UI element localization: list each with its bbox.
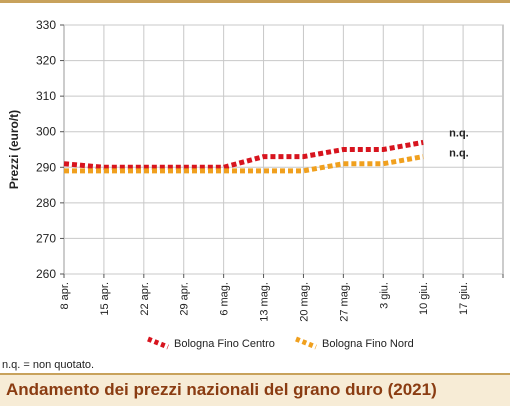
y-tick-label: 330 bbox=[36, 18, 56, 32]
legend-swatch bbox=[147, 336, 169, 350]
series-line bbox=[63, 139, 424, 170]
legend-swatch bbox=[295, 336, 317, 350]
chart-caption: Andamento dei prezzi nazionali del grano… bbox=[6, 380, 437, 399]
x-tick-label: 29 apr. bbox=[179, 282, 191, 316]
caption-bar: Andamento dei prezzi nazionali del grano… bbox=[0, 373, 510, 406]
legend-label: Bologna Fino Nord bbox=[322, 338, 414, 350]
series-end-label: n.q. bbox=[449, 148, 469, 160]
plot-frame bbox=[63, 24, 504, 275]
x-tick-label: 27 mag. bbox=[338, 282, 350, 322]
y-tick-label: 310 bbox=[36, 89, 56, 103]
y-tick-label: 270 bbox=[36, 231, 56, 245]
top-rule bbox=[0, 0, 510, 3]
x-tick-label: 10 giu. bbox=[418, 282, 430, 315]
y-tick-label: 260 bbox=[36, 267, 56, 281]
x-tick-label: 17 giu. bbox=[458, 282, 470, 315]
x-tick-label: 15 apr. bbox=[99, 282, 111, 316]
legend-label: Bologna Fino Centro bbox=[174, 338, 275, 350]
x-tick-label: 22 apr. bbox=[139, 282, 151, 316]
price-chart: 260 270 280 290 300 310 320 330 8 apr. 15 apr. 22 … bbox=[7, 18, 504, 350]
x-tick-label: 6 mag. bbox=[219, 282, 231, 316]
y-tick-label: 300 bbox=[36, 125, 56, 139]
y-tick-label: 280 bbox=[36, 196, 56, 210]
note-text: n.q. = non quotato. bbox=[2, 359, 95, 371]
series-line bbox=[64, 154, 424, 174]
x-tick-label: 20 mag. bbox=[298, 282, 310, 322]
series-end-label: n.q. bbox=[449, 127, 469, 139]
x-tick-label: 3 giu. bbox=[378, 282, 390, 309]
y-tick-label: 320 bbox=[36, 54, 56, 68]
y-tick-label: 290 bbox=[36, 160, 56, 174]
y-axis-label: Prezzi (euro/t) bbox=[7, 110, 21, 189]
x-tick-label: 8 apr. bbox=[59, 282, 71, 310]
x-tick-label: 13 mag. bbox=[259, 282, 271, 322]
